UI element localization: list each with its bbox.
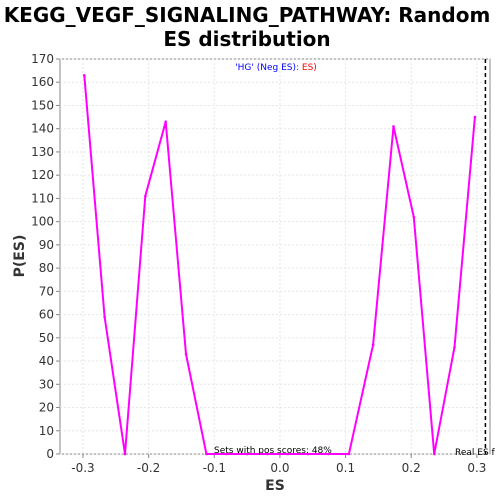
series-group — [82, 73, 477, 456]
y-tick-label: 160 — [31, 75, 54, 89]
plot-area — [59, 58, 491, 455]
y-tick-label: 40 — [39, 354, 54, 368]
data-point — [432, 452, 436, 456]
legend-label-es: : ES) — [296, 63, 317, 73]
x-tick-label: -0.2 — [137, 461, 160, 475]
y-tick-label: 130 — [31, 145, 54, 159]
grid-lines — [60, 58, 490, 455]
data-point — [392, 125, 395, 128]
y-tick-label: 30 — [39, 377, 54, 391]
x-tick-label: 0.0 — [270, 461, 289, 475]
y-tick-label: 120 — [31, 168, 54, 182]
chart-title-line2: ES distribution — [163, 27, 330, 51]
legend-label-neg-es: 'HG' (Neg ES) — [235, 63, 296, 73]
y-tick-label: 150 — [31, 98, 54, 112]
y-tick-label: 20 — [39, 401, 54, 415]
x-tick-label: 0.2 — [402, 461, 421, 475]
x-axis-label: ES — [265, 478, 285, 494]
y-tick-label: 90 — [39, 238, 54, 252]
y-tick-label: 140 — [31, 122, 54, 136]
y-tick-label: 100 — [31, 215, 54, 229]
x-tick-label: -0.1 — [203, 461, 226, 475]
data-point — [245, 452, 249, 456]
data-point — [327, 452, 330, 456]
data-point — [347, 452, 351, 456]
data-point — [123, 452, 127, 456]
data-point — [371, 343, 375, 347]
y-axis-ticks: 0 10 20 30 40 50 60 70 80 90 100 110 120 130 140 150 160… — [31, 52, 60, 461]
y-tick-label: 170 — [31, 52, 54, 66]
y-tick-label: 110 — [31, 191, 54, 205]
pos-scores-annotation: Sets with pos scores: 48% — [214, 446, 332, 456]
x-tick-label: 0.3 — [467, 461, 486, 475]
data-point — [412, 215, 416, 219]
y-tick-label: 50 — [39, 331, 54, 345]
data-point — [164, 120, 167, 124]
y-tick-label: 60 — [39, 308, 54, 322]
data-point — [453, 345, 456, 349]
data-point — [225, 452, 229, 456]
data-point — [473, 115, 477, 119]
data-point — [306, 452, 310, 456]
data-point — [144, 194, 147, 198]
series-line — [83, 75, 476, 455]
y-tick-label: 10 — [39, 424, 54, 438]
legend: 'HG' (Neg ES): ES) — [235, 63, 317, 73]
real-es-annotation: Real ES f — [455, 448, 496, 458]
x-axis-ticks: -0.3 -0.2 -0.1 0.0 0.1 0.2 0.3 — [71, 454, 486, 475]
chart-title-line1: KEGG_VEGF_SIGNALING_PATHWAY: Random — [4, 3, 491, 27]
y-tick-label: 0 — [46, 447, 54, 461]
data-point — [184, 352, 188, 356]
y-tick-label: 70 — [39, 284, 54, 298]
data-point — [82, 73, 86, 77]
x-tick-label: -0.3 — [71, 461, 94, 475]
data-point — [103, 315, 106, 319]
y-axis-label: P(ES) — [12, 235, 28, 278]
y-tick-label: 80 — [39, 261, 54, 275]
data-point — [205, 452, 208, 456]
data-point — [266, 452, 269, 456]
data-point — [286, 452, 290, 456]
x-tick-label: 0.1 — [336, 461, 355, 475]
